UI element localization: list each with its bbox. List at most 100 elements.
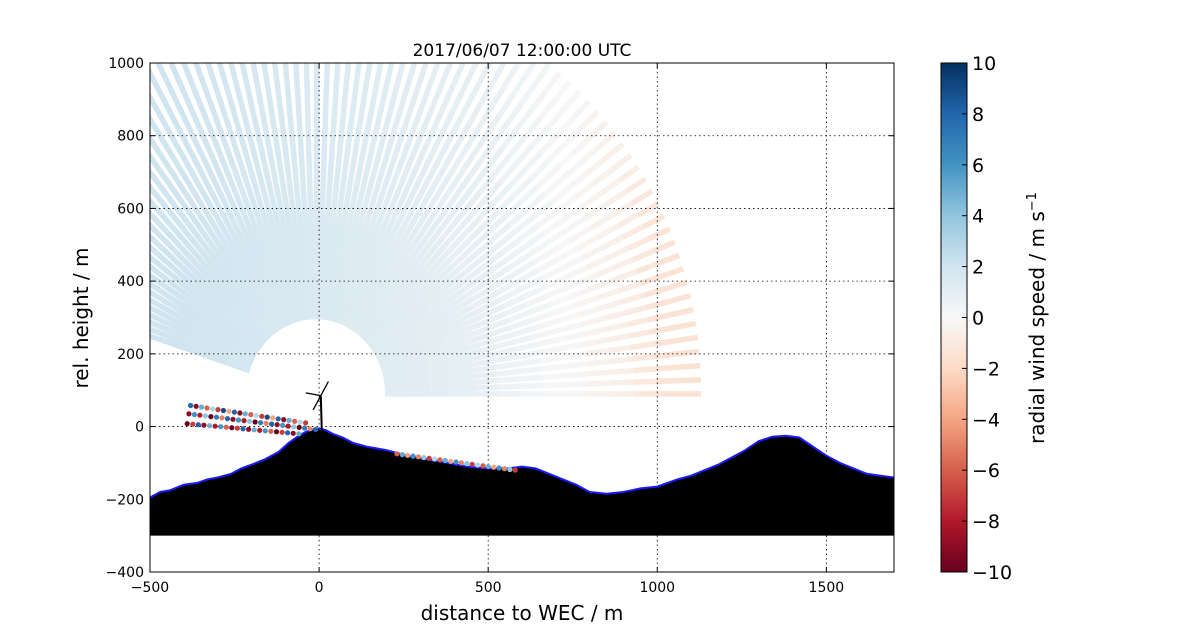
scan-beam-segment (333, 199, 335, 223)
scan-beam-segment (30, 245, 50, 256)
ground-return-point (502, 466, 507, 471)
scan-beam-segment (112, 101, 126, 120)
ground-return-point (513, 468, 518, 473)
ground-return-point (236, 417, 241, 422)
scan-beam-segment (427, 0, 434, 22)
scan-beam-segment (320, 247, 321, 271)
scan-beam-segment (475, 374, 498, 376)
scan-beam-segment (563, 354, 585, 357)
scan-beam-segment (521, 386, 544, 387)
ground-return-point (448, 459, 453, 464)
scan-beam-segment (161, 41, 171, 63)
y-tick-label: 1000 (108, 56, 144, 72)
ground-return-point (201, 423, 206, 428)
colorbar-tick-label: 8 (972, 104, 984, 126)
scan-beam-segment (226, 0, 231, 14)
scan-beam-segment (35, 235, 55, 246)
ground-return-point (252, 427, 257, 432)
scan-beam-segment (565, 374, 588, 376)
ground-return-point (208, 414, 213, 419)
scan-beam-segment (131, 179, 146, 197)
x-tick-label: −500 (131, 580, 169, 596)
scan-beam-segment (291, 126, 293, 150)
colorbar-tick-label: −2 (972, 358, 1000, 380)
scan-beam-segment (363, 81, 367, 105)
scan-beam-segment (497, 371, 519, 374)
scan-beam-segment (27, 120, 44, 136)
colorbar-tick-label: 2 (972, 257, 984, 279)
scan-beam-segment (375, 10, 379, 34)
ground-return-point (243, 411, 248, 416)
colorbar-tick-label: −10 (972, 562, 1012, 584)
ground-return-point (241, 418, 246, 423)
scan-beam-segment (248, 35, 253, 59)
scan-beam-segment (88, 90, 102, 109)
scan-beam-segment (335, 77, 337, 101)
x-tick-label: 0 (315, 580, 324, 596)
scan-beam-segment (99, 261, 119, 273)
scan-beam-segment (289, 176, 292, 200)
scan-beam-segment (124, 185, 140, 202)
scan-beam-segment (311, 222, 312, 246)
scan-beam-segment (117, 230, 135, 245)
scan-beam-segment (588, 383, 611, 384)
ground-return-point (213, 424, 218, 429)
scan-beam-segment (305, 4, 306, 28)
ground-return-point (257, 428, 262, 433)
scan-beam-segment (0, 269, 17, 277)
scan-beam-segment (282, 177, 286, 201)
ground-return-point (286, 424, 291, 429)
scan-beam-segment (219, 18, 225, 41)
scan-beam-segment (340, 127, 342, 151)
scan-beam-segment (453, 382, 476, 384)
scan-beam-segment (307, 77, 308, 101)
scan-beam-segment (352, 6, 354, 30)
scan-beam-segment (225, 41, 231, 64)
scan-beam-segment (237, 38, 242, 62)
scan-beam-segment (271, 31, 274, 55)
ground-return-point (443, 458, 448, 463)
colorbar-tick-label: −8 (972, 511, 1000, 533)
ground-return-point (204, 405, 209, 410)
ground-return-point (297, 425, 302, 430)
ground-return-point (235, 426, 240, 431)
ground-return-point (486, 464, 491, 469)
scan-beam-segment (475, 387, 498, 388)
colorbar-label-text: radial wind speed / m s (1025, 211, 1049, 444)
ground-return-point (464, 461, 469, 466)
scan-beam-segment (335, 224, 338, 248)
scan-beam-segment (295, 53, 296, 77)
scan-beam-segment (294, 29, 296, 53)
ground-return-point (276, 416, 281, 421)
scan-beam-segment (94, 223, 112, 237)
scan-beam-segment (351, 104, 354, 128)
scan-beam-segment (79, 98, 94, 116)
ground-return-point (221, 408, 226, 413)
scan-beam-segment (347, 177, 351, 201)
scan-beam-segment (14, 178, 33, 192)
ground-return-point (225, 416, 230, 421)
scan-beam-segment (321, 222, 322, 246)
scan-beam-segment (93, 117, 108, 135)
scan-beam-segment (409, 19, 415, 42)
scan-beam-segment (655, 367, 678, 369)
scan-beam-segment (306, 52, 307, 76)
y-tick-label: −200 (106, 492, 144, 508)
scan-beam-segment (274, 55, 277, 79)
ground-return-point (254, 413, 259, 418)
scan-beam-segment (611, 382, 634, 383)
scan-beam-segment (359, 105, 363, 129)
scan-beam-segment (85, 125, 100, 143)
ground-return-point (240, 426, 245, 431)
scan-beam-segment (608, 347, 630, 350)
scan-beam-segment (326, 223, 328, 247)
scan-beam-segment (231, 14, 236, 38)
scan-beam-segment (123, 223, 140, 238)
scan-beam-segment (498, 379, 520, 381)
y-tick-label: 800 (117, 129, 144, 145)
scan-beam-segment (201, 0, 208, 21)
ground-return-point (281, 417, 286, 422)
ground-return-point (207, 423, 212, 428)
scan-beam-segment (21, 266, 42, 275)
scan-beam-segment (128, 216, 145, 232)
